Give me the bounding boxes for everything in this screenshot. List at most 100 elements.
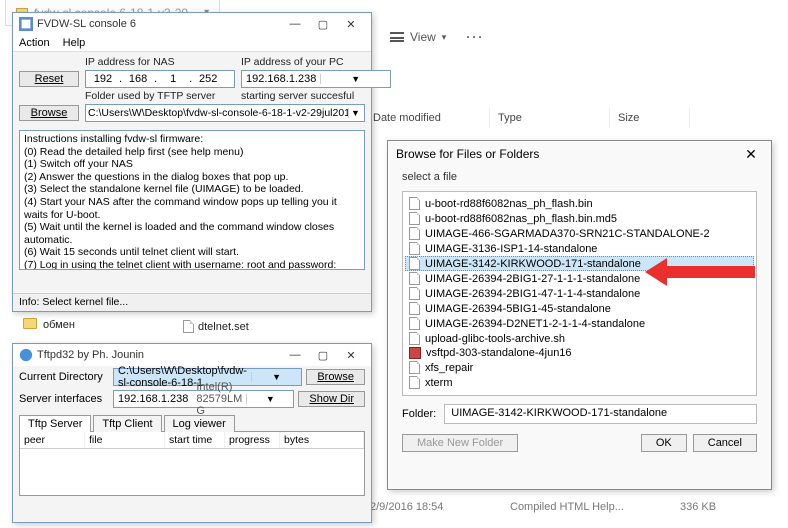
app-icon <box>19 17 33 31</box>
chevron-down-icon[interactable]: ▼ <box>246 394 293 404</box>
window-title: FVDW-SL console 6 <box>37 18 281 30</box>
file-label: u-boot-rd88f6082nas_ph_flash.bin.md5 <box>425 213 617 225</box>
tftp-path-field[interactable]: C:\Users\W\Desktop\fvdw-sl-console-6-18-… <box>85 104 365 122</box>
ok-button[interactable]: OK <box>641 434 687 452</box>
file-item[interactable]: UIMAGE-26394-2BIG1-47-1-1-4-standalone <box>405 286 754 301</box>
menu-help[interactable]: Help <box>63 37 86 49</box>
file-label: UIMAGE-3142-KIRKWOOD-171-standalone <box>425 258 641 270</box>
dialog-title: Browse for Files or Folders <box>396 147 539 161</box>
instructions-textarea[interactable]: Instructions installing fvdw-sl firmware… <box>19 130 365 270</box>
menu-action[interactable]: Action <box>19 37 50 49</box>
file-item[interactable]: UIMAGE-466-SGARMADA370-SRN21C-STANDALONE… <box>405 226 754 241</box>
col-file[interactable]: file <box>85 432 165 448</box>
explorer-footer-row: 2/9/2016 18:54 Compiled HTML Help... 336… <box>370 501 778 513</box>
file-item[interactable]: UIMAGE-26394-2BIG1-27-1-1-1-standalone <box>405 271 754 286</box>
selected-folder-field[interactable]: UIMAGE-3142-KIRKWOOD-171-standalone <box>444 404 757 424</box>
dialog-titlebar[interactable]: Browse for Files or Folders ✕ <box>388 141 771 167</box>
file-item[interactable]: xfs_repair <box>405 360 754 375</box>
header-date[interactable]: Date modified <box>365 108 490 128</box>
ip-octet-1[interactable] <box>88 73 118 85</box>
titlebar[interactable]: FVDW-SL console 6 — ▢ ✕ <box>13 13 371 35</box>
col-start[interactable]: start time <box>165 432 225 448</box>
label-server-interfaces: Server interfaces <box>19 393 109 405</box>
server-interface-select[interactable]: 192.168.1.238 Intel(R) 82579LM G ▼ <box>113 390 294 408</box>
ip-octet-3[interactable] <box>158 73 188 85</box>
file-label: UIMAGE-3136-ISP1-14-standalone <box>425 243 597 255</box>
file-item[interactable]: upload-glibc-tools-archive.sh <box>405 331 754 346</box>
tab-tftp-client[interactable]: Tftp Client <box>93 415 161 432</box>
ip-pc-select[interactable]: 192.168.1.238 ▼ <box>241 70 391 88</box>
reset-button[interactable]: Reset <box>19 71 79 87</box>
make-new-folder-button[interactable]: Make New Folder <box>402 434 518 452</box>
file-icon <box>409 361 420 374</box>
file-item[interactable]: dtelnet.set <box>183 320 249 333</box>
col-progress[interactable]: progress <box>225 432 280 448</box>
maximize-button[interactable]: ▢ <box>309 345 337 365</box>
label-ip-nas: IP address for NAS <box>85 56 235 68</box>
cancel-button[interactable]: Cancel <box>693 434 757 452</box>
file-item[interactable]: vsftpd-303-standalone-4jun16 <box>405 346 754 360</box>
transfer-list: peer file start time progress bytes <box>19 432 365 496</box>
file-item[interactable]: xterm <box>405 375 754 390</box>
minimize-button[interactable]: — <box>281 345 309 365</box>
col-bytes[interactable]: bytes <box>280 432 364 448</box>
file-label: xfs_repair <box>425 362 473 374</box>
tab-bar: Tftp Server Tftp Client Log viewer <box>19 414 365 432</box>
instruction-line: (3) Select the standalone kernel file (U… <box>24 183 360 196</box>
instruction-line: (2) Answer the questions in the dialog b… <box>24 171 360 184</box>
ip-octet-4[interactable] <box>193 73 223 85</box>
browse-button[interactable]: Browse <box>306 369 365 385</box>
chevron-down-icon[interactable]: ▼ <box>320 74 390 84</box>
app-icon <box>19 348 33 362</box>
footer-date: 2/9/2016 18:54 <box>370 501 510 513</box>
footer-size: 336 KB <box>680 501 760 513</box>
file-item[interactable]: UIMAGE-26394-5BIG1-45-standalone <box>405 301 754 316</box>
browse-button[interactable]: Browse <box>19 105 79 121</box>
sidebar-folder[interactable]: обмен <box>43 319 75 331</box>
iface-ip: 192.168.1.238 <box>114 393 192 405</box>
chevron-down-icon[interactable]: ▼ <box>348 108 362 118</box>
file-label: UIMAGE-26394-2BIG1-47-1-1-4-standalone <box>425 288 640 300</box>
header-size[interactable]: Size <box>610 108 690 128</box>
view-button[interactable]: View ▾ <box>390 30 446 44</box>
close-button[interactable]: ✕ <box>337 345 365 365</box>
instruction-line: (6) Wait 15 seconds until telnet client … <box>24 246 360 259</box>
file-label: UIMAGE-26394-D2NET1-2-1-1-4-standalone <box>425 318 645 330</box>
maximize-button[interactable]: ▢ <box>309 14 337 34</box>
file-item[interactable]: u-boot-rd88f6082nas_ph_flash.bin.md5 <box>405 211 754 226</box>
label-status: starting server succesful <box>241 90 391 102</box>
ip-nas-input[interactable]: . . . <box>85 70 235 88</box>
browse-dialog: Browse for Files or Folders ✕ select a f… <box>387 140 772 490</box>
header-type[interactable]: Type <box>490 108 610 128</box>
tab-log-viewer[interactable]: Log viewer <box>164 415 235 432</box>
file-icon <box>409 376 420 389</box>
more-button[interactable]: ··· <box>466 30 484 44</box>
window-title: Tftpd32 by Ph. Jounin <box>37 349 281 361</box>
file-item[interactable]: UIMAGE-3136-ISP1-14-standalone <box>405 241 754 256</box>
instruction-line: (4) Start your NAS after the command win… <box>24 196 360 221</box>
file-item[interactable]: UIMAGE-3142-KIRKWOOD-171-standalone <box>405 256 754 271</box>
instruction-line: (1) Switch off your NAS <box>24 158 360 171</box>
instruction-line: (7) Log in using the telnet client with … <box>24 259 360 270</box>
chevron-down-icon[interactable]: ▼ <box>251 372 301 382</box>
close-button[interactable]: ✕ <box>337 14 365 34</box>
folder-icon <box>23 318 37 329</box>
ip-octet-2[interactable] <box>123 73 153 85</box>
app-icon <box>409 347 421 359</box>
titlebar[interactable]: Tftpd32 by Ph. Jounin — ▢ ✕ <box>13 344 371 366</box>
file-icon <box>409 287 420 300</box>
file-item[interactable]: u-boot-rd88f6082nas_ph_flash.bin <box>405 196 754 211</box>
iface-name: Intel(R) 82579LM G <box>192 381 246 417</box>
tftpd32-window: Tftpd32 by Ph. Jounin — ▢ ✕ Current Dire… <box>12 343 372 523</box>
show-dir-button[interactable]: Show Dir <box>298 391 365 407</box>
file-list[interactable]: u-boot-rd88f6082nas_ph_flash.bin u-boot-r… <box>402 191 757 396</box>
file-icon <box>409 317 420 330</box>
close-button[interactable]: ✕ <box>739 146 763 163</box>
label-current-directory: Current Directory <box>19 371 109 383</box>
col-peer[interactable]: peer <box>20 432 85 448</box>
tab-tftp-server[interactable]: Tftp Server <box>19 415 91 432</box>
file-label: vsftpd-303-standalone-4jun16 <box>426 347 572 359</box>
minimize-button[interactable]: — <box>281 14 309 34</box>
file-icon <box>409 227 420 240</box>
file-item[interactable]: UIMAGE-26394-D2NET1-2-1-1-4-standalone <box>405 316 754 331</box>
